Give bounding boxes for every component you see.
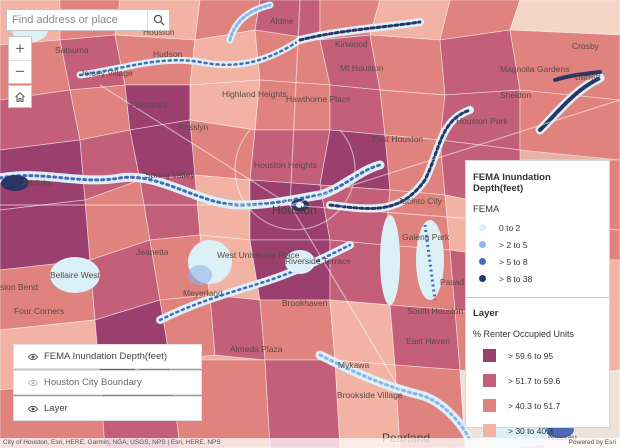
label-mission-bend: sion Bend xyxy=(0,282,38,292)
search-widget xyxy=(6,9,170,31)
legend-depth-label: > 8 to 38 xyxy=(499,273,533,284)
legend-depth-row: > 2 to 5 xyxy=(473,236,602,253)
legend-renter-row: > 51.7 to 59.6 xyxy=(473,368,602,393)
label-nassau: Nassau xyxy=(548,432,577,442)
legend-dot-icon xyxy=(478,258,486,265)
legend-title: FEMA Inundation Depth(feet) xyxy=(473,172,551,194)
zoom-control: + − xyxy=(8,36,32,84)
label-highland-heights: Highland Heights xyxy=(222,89,287,99)
legend-swatch xyxy=(483,349,496,362)
legend-dot-icon xyxy=(478,275,486,282)
label-crosby: Crosby xyxy=(572,41,600,51)
label-hudson: Hudson xyxy=(153,49,183,59)
label-galena-park: Galena Park xyxy=(402,232,450,242)
label-kinwood: Kinwood xyxy=(335,39,368,49)
layer-item-label: FEMA Inundation Depth(feet) xyxy=(44,351,168,362)
legend-renter-label: > 30 to 40.3 xyxy=(508,425,554,436)
legend-panel: FEMA Inundation Depth(feet) FEMA 0 to 2 … xyxy=(465,160,610,437)
label-riverside-terrace: Riverside Terrace xyxy=(285,256,351,266)
legend-depth-label: > 2 to 5 xyxy=(499,239,528,250)
label-mt-houston: Mt Houston xyxy=(340,63,384,73)
zoom-in-button[interactable]: + xyxy=(15,38,25,58)
label-rosslyn: Rosslyn xyxy=(178,122,209,132)
legend-depth-row: > 8 to 38 xyxy=(473,270,602,287)
eye-icon[interactable] xyxy=(28,405,38,413)
legend-renter-label: > 59.6 to 95 xyxy=(508,350,554,361)
zoom-out-button[interactable]: − xyxy=(9,60,31,83)
attribution-bar: City of Houston, Esri, HERE, Garmin, NGA… xyxy=(0,438,620,448)
layer-item-city-boundary[interactable]: Houston City Boundary xyxy=(13,370,202,395)
label-hawthorne-place: Hawthorne Place xyxy=(286,94,351,104)
legend-renter-row: > 59.6 to 95 xyxy=(473,343,602,368)
search-icon xyxy=(153,14,164,26)
place-labels: Satsuma Aldine Kinwood Crosby Houston Hu… xyxy=(0,16,601,445)
label-houston-top: Houston xyxy=(143,27,175,37)
legend-sublabel: FEMA xyxy=(473,204,500,215)
label-south-houston: South Houston xyxy=(407,306,464,316)
layer-list-panel: FEMA Inundation Depth(feet) Houston City… xyxy=(13,344,202,422)
label-spring-valley: Spring Valley xyxy=(145,170,195,180)
label-addicks: Addicks xyxy=(22,178,52,188)
legend-swatch xyxy=(483,424,496,437)
flood-inundation-patches xyxy=(0,1,605,447)
label-aldine: Aldine xyxy=(270,16,294,26)
label-pasadena: Pasad xyxy=(440,277,464,287)
search-button[interactable] xyxy=(147,10,169,30)
legend-renter-row: > 30 to 40.3 xyxy=(473,418,602,443)
legend-depth-label: 0 to 2 xyxy=(499,222,521,233)
label-east-houston: East Houston xyxy=(372,134,423,144)
label-brookhaven: Brookhaven xyxy=(282,298,328,308)
layer-item-fema[interactable]: FEMA Inundation Depth(feet) xyxy=(13,344,202,369)
label-almeda-plaza: Almeda Plaza xyxy=(230,344,283,354)
freeway-lines xyxy=(0,0,620,391)
legend-dot-icon xyxy=(478,224,486,231)
layer-item-layer[interactable]: Layer xyxy=(13,396,202,421)
label-barrett: Barrett xyxy=(575,72,601,82)
label-houston-park: Houston Park xyxy=(456,116,508,126)
legend-renter-label: > 40.3 to 51.7 xyxy=(508,400,561,411)
label-jacinto-city: Jacinto City xyxy=(398,196,443,206)
legend-layer-heading: Layer xyxy=(473,308,499,319)
label-houston-center: Houston xyxy=(272,203,317,217)
powered-by-link[interactable]: Powered by Esri xyxy=(568,439,616,446)
legend-renter-row: > 40.3 to 51.7 xyxy=(473,393,602,418)
label-magnolia-gardens: Magnolia Gardens xyxy=(500,64,569,74)
home-button[interactable] xyxy=(8,85,32,108)
eye-icon[interactable] xyxy=(28,353,38,361)
legend-depth-row: 0 to 2 xyxy=(473,219,602,236)
legend-field-label: % Renter Occupied Units xyxy=(473,329,575,339)
home-icon xyxy=(15,91,25,102)
label-bellaire-west: Bellaire West xyxy=(50,270,101,280)
label-sheldon: Sheldon xyxy=(500,90,531,100)
label-west-university-place: West University Place xyxy=(217,250,300,260)
label-four-corners: Four Corners xyxy=(14,306,64,316)
label-east-haven: East Haven xyxy=(406,336,450,346)
label-brookside-village: Brookside Village xyxy=(337,390,403,400)
label-meyerland: Meyerland xyxy=(183,288,223,298)
search-input[interactable] xyxy=(7,10,147,30)
attribution-text: City of Houston, Esri, HERE, Garmin, NGA… xyxy=(3,439,221,446)
layer-item-label: Layer xyxy=(44,403,68,414)
legend-depth-row: > 5 to 8 xyxy=(473,253,602,270)
legend-swatch xyxy=(483,399,496,412)
label-houston-heights: Houston Heights xyxy=(254,160,317,170)
legend-swatch xyxy=(483,374,496,387)
label-mykawa: Mykawa xyxy=(338,360,369,370)
legend-dot-icon xyxy=(478,241,486,248)
label-fairbanks: Fairbanks xyxy=(130,100,167,110)
label-jersey-village: Jersey Village xyxy=(80,68,133,78)
layer-item-label: Houston City Boundary xyxy=(44,377,142,388)
legend-divider xyxy=(466,297,609,298)
eye-off-icon[interactable] xyxy=(28,379,38,387)
legend-renter-label: > 51.7 to 59.6 xyxy=(508,375,561,386)
label-satsuma: Satsuma xyxy=(55,45,89,55)
legend-depth-label: > 5 to 8 xyxy=(499,256,528,267)
label-jeanetta: Jeanetta xyxy=(136,247,169,257)
